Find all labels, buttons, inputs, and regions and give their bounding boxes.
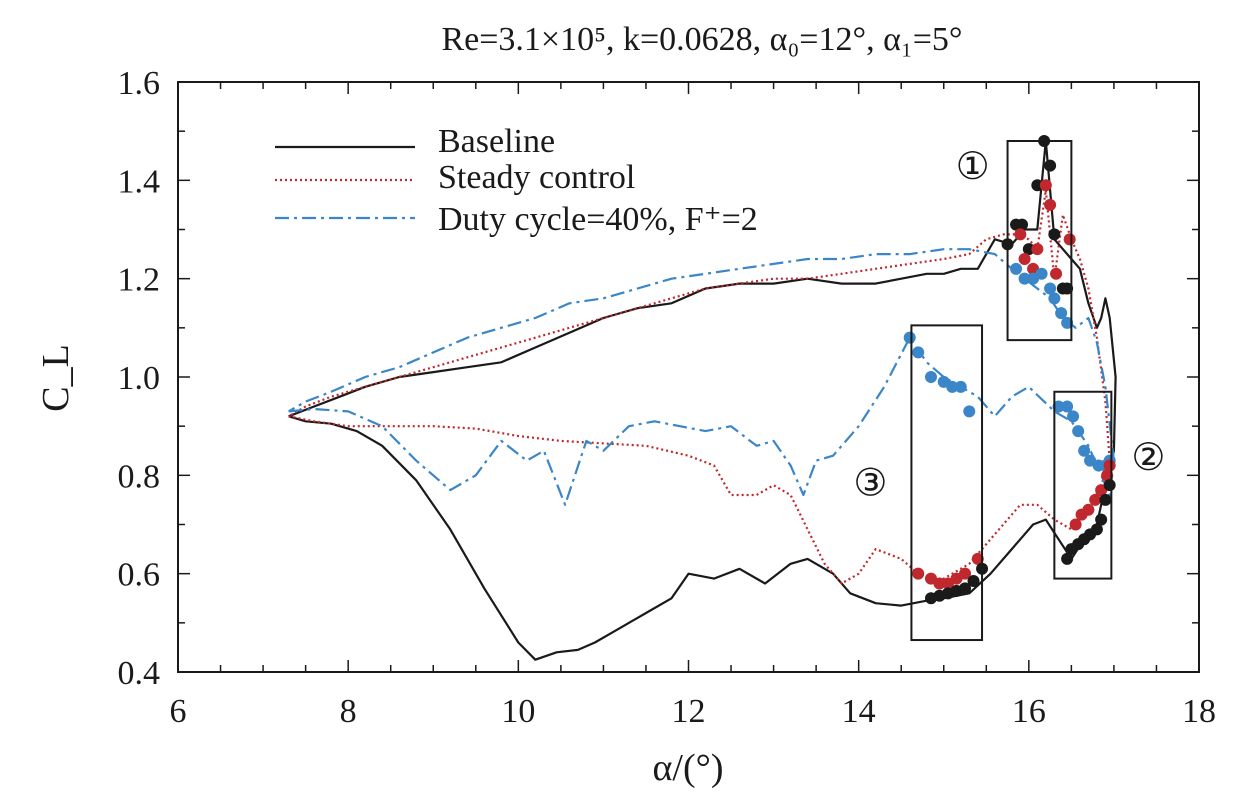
data-marker — [1103, 459, 1116, 472]
annotation-label: ③ — [853, 462, 887, 504]
data-marker — [954, 380, 967, 393]
data-marker — [912, 567, 925, 580]
data-marker — [1018, 272, 1031, 285]
x-tick-label: 6 — [170, 693, 187, 730]
data-marker — [1101, 469, 1114, 482]
x-tick-label: 12 — [672, 693, 706, 730]
y-tick-label: 0.8 — [118, 458, 161, 495]
data-marker — [1089, 493, 1102, 506]
data-marker — [1050, 267, 1063, 280]
duty-cycle-line — [288, 248, 1115, 506]
x-tick-label: 10 — [501, 693, 535, 730]
data-marker — [924, 371, 937, 383]
markers-layer — [903, 135, 1116, 605]
y-tick-label: 1.6 — [118, 65, 161, 102]
annotation-box — [1053, 390, 1113, 580]
y-tick-label: 1.4 — [118, 163, 161, 200]
legend-label-steady: Steady control — [438, 159, 635, 196]
data-marker — [967, 575, 980, 588]
x-tick-label: 14 — [842, 693, 876, 730]
data-marker — [1044, 159, 1057, 172]
baseline-line — [288, 139, 1117, 661]
data-marker — [971, 552, 984, 565]
data-marker — [1072, 425, 1085, 438]
data-marker — [946, 380, 959, 393]
data-marker — [963, 405, 976, 418]
data-marker — [1022, 243, 1035, 256]
data-marker — [1055, 307, 1068, 320]
data-marker — [1099, 493, 1112, 506]
x-tick-label: 16 — [1012, 693, 1046, 730]
data-marker — [959, 567, 972, 580]
data-marker — [959, 582, 972, 595]
legend: Baseline Steady control Duty cycle=40%, … — [275, 123, 758, 238]
data-marker — [933, 577, 946, 590]
data-marker — [1103, 479, 1116, 492]
data-marker — [1090, 523, 1103, 536]
data-marker — [1061, 400, 1074, 413]
legend-label-duty: Duty cycle=40%, F⁺=2 — [438, 201, 758, 238]
annotation-label: ② — [1131, 437, 1165, 479]
annotation-boxes: ① ② ③ — [853, 140, 1165, 642]
data-marker — [1095, 513, 1108, 526]
data-marker — [912, 346, 925, 359]
y-tick-label: 0.6 — [118, 557, 161, 594]
y-tick-label: 1.0 — [118, 360, 161, 397]
data-marker — [1014, 228, 1027, 241]
y-tick-label: 1.2 — [118, 262, 161, 299]
data-marker — [1031, 243, 1044, 256]
plot-frame — [177, 81, 1200, 673]
y-axis-label: C_L — [35, 344, 77, 412]
data-marker — [1031, 179, 1044, 192]
steady-control-line — [288, 189, 1111, 585]
data-marker — [1067, 410, 1080, 423]
tick-labels: 6 8 10 12 14 16 18 0.4 0.6 0.8 1.0 1.2 1.4 1.6 — [118, 65, 1217, 730]
legend-label-baseline: Baseline — [438, 123, 555, 160]
data-marker — [1063, 233, 1076, 246]
data-marker — [1044, 198, 1057, 211]
x-axis-label: α/(°) — [653, 747, 724, 789]
axis-ticks — [177, 81, 1200, 673]
data-marker — [1078, 444, 1091, 457]
data-marker — [1048, 292, 1061, 305]
data-marker — [1035, 267, 1048, 280]
data-marker — [1052, 400, 1065, 413]
annotation-box — [1006, 140, 1073, 342]
data-marker — [1010, 262, 1023, 275]
chart-title: Re=3.1×10⁵, k=0.0628, α₀=12°, α₁=5° — [441, 21, 962, 58]
x-tick-label: 8 — [340, 693, 357, 730]
data-marker — [1082, 503, 1095, 516]
annotation-box — [910, 324, 984, 642]
data-marker — [1016, 218, 1029, 231]
data-marker — [1061, 282, 1074, 295]
data-marker — [1061, 316, 1074, 329]
data-marker — [1048, 228, 1061, 241]
data-marker — [1044, 282, 1057, 295]
data-marker — [903, 331, 916, 344]
x-tick-label: 18 — [1182, 693, 1216, 730]
data-marker — [1069, 518, 1082, 531]
y-tick-label: 0.4 — [118, 655, 161, 692]
data-marker — [1061, 552, 1074, 565]
annotation-label: ① — [956, 146, 990, 188]
data-marker — [1039, 179, 1052, 192]
data-marker — [1018, 253, 1031, 265]
